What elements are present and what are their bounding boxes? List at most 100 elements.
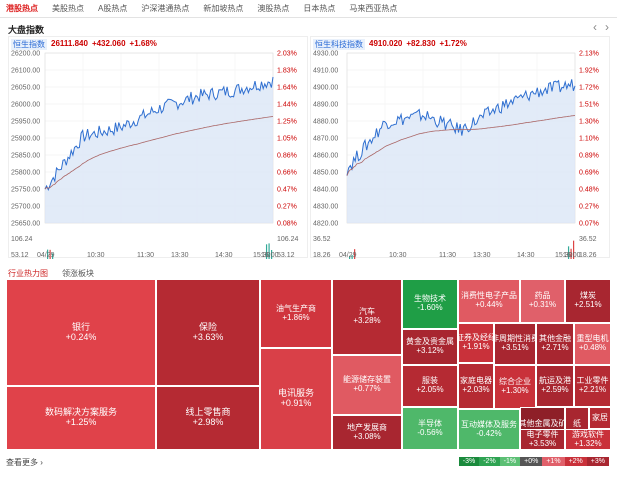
volume-bar: [570, 248, 572, 259]
heatmap-cell[interactable]: 能源储存装置 +0.77%: [332, 355, 402, 415]
y-tick-label: 4890.00: [313, 102, 338, 109]
y-pct-label: 1.10%: [579, 136, 599, 143]
heatmap-cell[interactable]: 航运及港 +2.59%: [536, 365, 574, 407]
heatmap-cell[interactable]: 汽车 +3.28%: [332, 279, 402, 355]
heatmap-cell[interactable]: 其他金融 +2.71%: [536, 323, 574, 365]
heatmap-cell[interactable]: 电讯服务 +0.91%: [260, 348, 332, 450]
sector-name: 重型电机: [576, 334, 609, 344]
tab-sg[interactable]: 新加坡热点: [203, 4, 244, 13]
x-tick-label: 10:30: [87, 252, 105, 259]
avg-line: [346, 115, 576, 176]
x-tick-label: 04/29: [339, 252, 357, 259]
index-panel-hsi[interactable]: 26200.00 2.03% 26100.00 1.83% 26050.00 1.64% 2…: [8, 36, 308, 259]
y-pct-label: 0.07%: [579, 221, 599, 228]
y-pct-label: 1.05%: [277, 136, 297, 143]
x-tick-label: 16:00: [563, 252, 581, 259]
heatmap-cell[interactable]: 保险 +3.63%: [156, 279, 260, 386]
heatmap-cell[interactable]: 游戏软件 +1.32%: [565, 429, 611, 450]
y-pct-label: 0.66%: [277, 170, 297, 177]
industry-heatmap: 银行 +0.24% 数码解决方案服务 +1.25% 保险 +3.63% 线上零售商 +2.98…: [6, 279, 611, 450]
heatmap-cell[interactable]: 黄金及贵金属 +3.12%: [402, 329, 458, 365]
y-pct-label: 1.64%: [277, 85, 297, 92]
heatmap-cell[interactable]: 工业零件 +2.21%: [574, 365, 611, 407]
next-arrow-icon[interactable]: ›: [605, 20, 609, 34]
y-tick-label: 4850.00: [313, 170, 338, 177]
sector-name: 服装: [422, 376, 438, 386]
heatmap-cell[interactable]: 数码解决方案服务 +1.25%: [6, 386, 156, 450]
heatmap-cell[interactable]: 线上零售商 +2.98%: [156, 386, 260, 450]
sector-name: 消费性电子产品: [461, 291, 517, 301]
y-tick-label: 25950.00: [11, 119, 40, 126]
tab-connect[interactable]: 沪深港通热点: [141, 4, 190, 13]
heatmap-cell[interactable]: 煤炭 +2.51%: [565, 279, 611, 323]
y-tick-label: 4910.00: [313, 68, 338, 75]
heatmap-cell[interactable]: 综合企业 +1.30%: [494, 365, 536, 409]
y-tick-label: 26000.00: [11, 102, 40, 109]
sector-name: 其他金融: [539, 334, 571, 344]
y-tick-label: 25750.00: [11, 187, 40, 194]
tab-hk[interactable]: 港股热点: [6, 4, 38, 13]
tab-jp[interactable]: 日本热点: [303, 4, 336, 13]
heatmap-cell[interactable]: 重型电机 +0.48%: [574, 323, 611, 365]
sector-pct: +1.32%: [574, 438, 602, 448]
sector-name: 地产发展商: [347, 422, 387, 432]
sector-pct: +1.91%: [462, 342, 490, 351]
sector-pct: +2.21%: [578, 385, 607, 394]
volume-bar: [271, 249, 273, 259]
tab-my[interactable]: 马来西亚热点: [349, 4, 398, 13]
y-tick-label: 25700.00: [11, 204, 40, 211]
legend-swatch: +1%: [542, 457, 565, 466]
heatmap-cell[interactable]: 半导体 -0.56%: [402, 407, 458, 450]
sector-pct: +2.03%: [462, 385, 490, 394]
view-more-link[interactable]: 查看更多 ›: [6, 458, 43, 467]
tab-leading-sectors[interactable]: 领涨板块: [62, 269, 94, 278]
x-tick-label: 15:30: [253, 252, 271, 259]
heatmap-cell[interactable]: 电子零件 +3.53%: [520, 429, 565, 450]
y-tick-label: 4820.00: [313, 221, 338, 228]
index-change: +82.830: [406, 39, 436, 48]
sector-pct: +2.05%: [416, 385, 444, 394]
sector-name: 工业零件: [576, 376, 609, 386]
index-value: 4910.020: [369, 39, 403, 48]
vol-label: 18.26: [579, 252, 597, 259]
heatmap-cell[interactable]: 证券及经纪 +1.91%: [458, 323, 494, 363]
sector-pct: +0.31%: [528, 300, 557, 309]
tab-a[interactable]: A股热点: [98, 4, 128, 13]
heatmap-cell[interactable]: 地产发展商 +3.08%: [332, 415, 402, 450]
heatmap-cell[interactable]: 互动媒体及服务 -0.42%: [458, 409, 520, 450]
heatmap-cell[interactable]: 消费性电子产品 +0.44%: [458, 279, 520, 323]
heatmap-cell[interactable]: 家居: [589, 407, 611, 429]
sector-pct: +3.28%: [353, 316, 381, 325]
tab-au[interactable]: 澳股热点: [257, 4, 290, 13]
index-change: +432.060: [91, 39, 126, 48]
sector-name: 煤炭: [580, 291, 596, 301]
y-tick-label: 25900.00: [11, 136, 40, 143]
volume-bar: [265, 244, 268, 259]
sector-pct: +2.98%: [192, 417, 224, 427]
y-pct-label: 1.51%: [579, 102, 599, 109]
heatmap-cell[interactable]: 油气生产商 +1.86%: [260, 279, 332, 348]
y-pct-label: 1.25%: [277, 119, 297, 126]
heatmap-cell[interactable]: 家庭电器 +2.03%: [458, 363, 494, 409]
sector-name: 能源储存装置: [343, 375, 391, 385]
vol-label: 106.24: [277, 236, 299, 243]
heatmap-cell[interactable]: 药品 +0.31%: [520, 279, 565, 323]
market-tabs: 港股热点 美股热点 A股热点 沪深港通热点 新加坡热点 澳股热点 日本热点 马来…: [0, 0, 617, 18]
heatmap-cell[interactable]: 服装 +2.05%: [402, 365, 458, 407]
sector-pct: +3.63%: [192, 331, 224, 342]
index-panel-hstech[interactable]: 4930.00 2.13% 4910.00 1.92% 4900.00 1.72% 4890…: [310, 36, 610, 259]
vol-label: 36.52: [579, 236, 597, 243]
sector-name: 半导体: [418, 418, 442, 428]
y-pct-label: 1.30%: [579, 119, 599, 126]
section-title: 大盘指数: [8, 25, 45, 35]
y-tick-label: 25800.00: [11, 170, 40, 177]
heatmap-cell[interactable]: 非周期性消费+3.51%: [494, 323, 536, 365]
heatmap-cell[interactable]: 银行 +0.24%: [6, 279, 156, 386]
y-pct-label: 1.44%: [277, 102, 297, 109]
x-tick-label: 04/29: [37, 252, 55, 259]
y-pct-label: 0.86%: [277, 153, 297, 160]
heatmap-cell[interactable]: 生物技术 -1.60%: [402, 279, 458, 329]
prev-arrow-icon[interactable]: ‹: [593, 20, 597, 34]
tab-us[interactable]: 美股热点: [52, 4, 84, 13]
hsi-chart: 26200.00 2.03% 26100.00 1.83% 26050.00 1.64% 2…: [11, 51, 299, 259]
